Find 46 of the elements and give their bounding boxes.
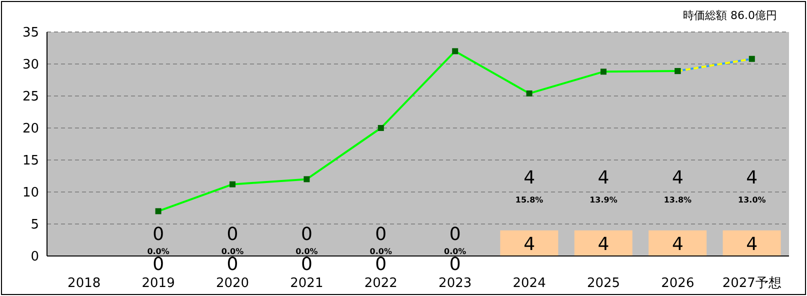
data-label: 0: [226, 254, 238, 275]
annotation: 0: [300, 224, 312, 245]
y-tick-label: 0: [30, 250, 39, 265]
annotation: 0.0%: [370, 247, 392, 256]
y-tick-label: 35: [22, 26, 39, 41]
text: 時価総額 86.0億円: [683, 8, 777, 23]
annotation: 0: [226, 224, 238, 245]
x-tick-label: 2022: [364, 276, 398, 292]
x-tick-label: 2026: [661, 276, 694, 292]
x-tick-label: 2020: [216, 276, 250, 292]
y-tick-label: 10: [22, 186, 39, 201]
annotation: 0: [152, 224, 164, 245]
annotation: 13.9%: [590, 195, 618, 204]
x-tick-label: 2023: [438, 276, 472, 292]
x-tick-label: 2021: [290, 276, 324, 292]
data-label: 4: [598, 234, 610, 256]
x-tick-label: 2019: [142, 276, 175, 292]
y-tick-label: 20: [22, 122, 39, 137]
annotation: 4: [598, 167, 610, 188]
annotation: 13.0%: [738, 195, 766, 204]
data-label: 4: [524, 234, 536, 256]
annotation: 0.0%: [296, 247, 318, 256]
x-tick-label: 2024: [512, 276, 546, 292]
data-label: 0: [152, 254, 164, 275]
y-tick-label: 15: [22, 154, 39, 169]
annotation: 0.0%: [147, 247, 170, 256]
annotation: 0.0%: [221, 247, 244, 256]
annotation: 13.8%: [664, 195, 692, 204]
annotation: 4: [746, 167, 758, 188]
data-label: 0: [300, 254, 312, 275]
annotation: 0: [375, 224, 387, 245]
y-tick-label: 25: [22, 90, 39, 105]
annotation: 0.0%: [444, 247, 466, 256]
data-label: 4: [746, 234, 758, 256]
data-label: 0: [449, 254, 461, 275]
annotation: 15.8%: [515, 195, 544, 204]
x-tick-label: 2025: [586, 276, 620, 292]
y-tick-label: 5: [30, 218, 39, 233]
x-tick-label: 2027予想: [722, 276, 782, 292]
y-tick-label: 30: [22, 58, 39, 73]
annotation: 4: [524, 167, 536, 188]
data-label: 4: [672, 234, 684, 256]
x-tick-label: 2018: [68, 276, 101, 292]
data-label: 0: [375, 254, 387, 275]
annotation: 0: [449, 224, 461, 245]
annotation: 4: [672, 167, 684, 188]
